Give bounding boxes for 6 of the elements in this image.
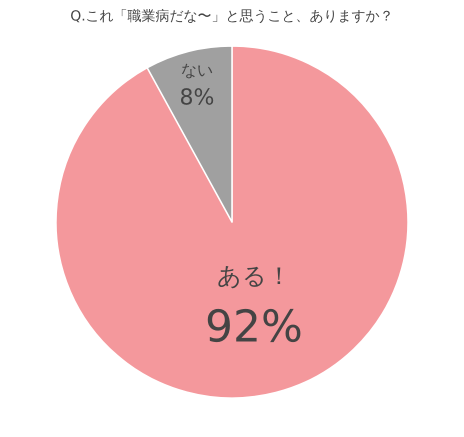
slice-label: ある！ xyxy=(216,262,291,290)
data-label: 92% xyxy=(204,301,303,352)
pie-slice xyxy=(55,45,409,398)
chart-title: Q.これ「職業病だな〜」と思うこと、ありますか？ xyxy=(70,8,394,25)
slice-label: ない xyxy=(180,60,213,80)
data-label: 8% xyxy=(179,85,214,110)
